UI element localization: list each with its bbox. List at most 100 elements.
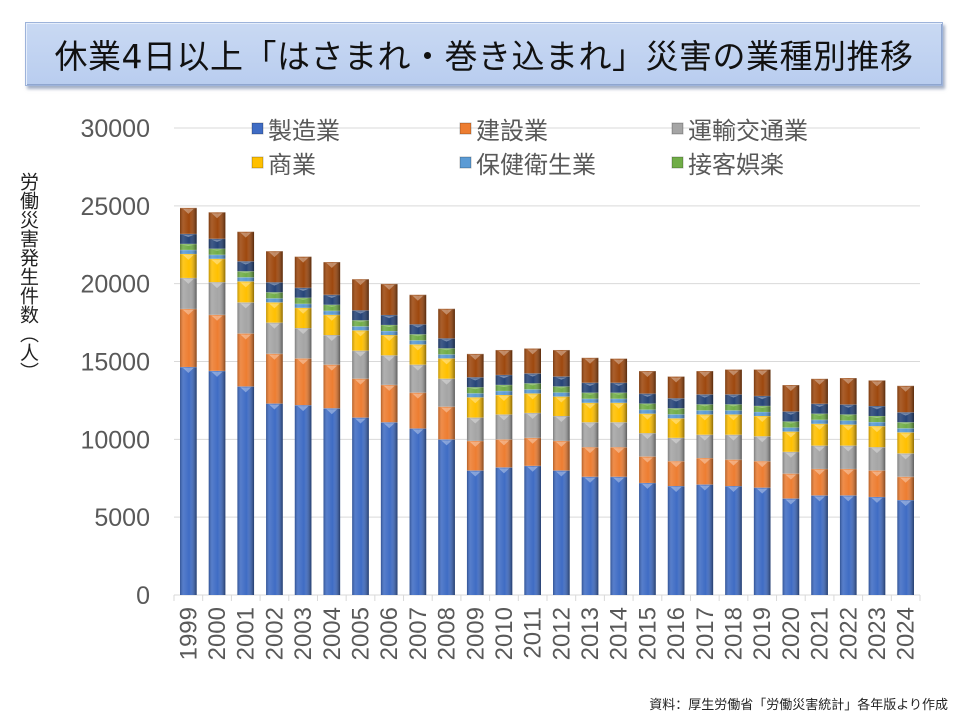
bar-segment <box>639 456 656 483</box>
bar-stack <box>380 283 398 595</box>
bar-segment <box>753 395 771 406</box>
bar-segment <box>180 308 197 367</box>
bar-bevel <box>670 409 682 411</box>
bar-segment <box>352 350 369 379</box>
bar-segment <box>409 428 427 595</box>
bar-bevel <box>613 448 625 454</box>
bar-segment-shading <box>696 410 714 415</box>
bar-segment <box>294 303 312 308</box>
legend-label: 保健衛生業 <box>476 152 596 179</box>
bar-segment-shading <box>782 411 800 422</box>
bar-segment-shading <box>897 412 914 423</box>
bar-segment <box>208 248 226 255</box>
bar-bevel <box>412 295 424 301</box>
bar-bevel <box>412 365 424 371</box>
bar-segment <box>725 394 742 405</box>
bar-segment <box>581 398 599 403</box>
bar-segment <box>696 484 714 595</box>
bar-segment <box>581 476 599 595</box>
bar-bevel <box>556 397 567 403</box>
bar-bevel <box>355 418 366 424</box>
bar-bevel <box>756 370 768 376</box>
bar-segment <box>581 392 599 399</box>
x-tick-label: 2010 <box>491 607 518 660</box>
bar-segment <box>495 384 513 391</box>
bar-segment-shading <box>180 277 197 309</box>
bar-segment-shading <box>610 382 628 393</box>
bar-segment-shading <box>811 445 828 469</box>
bar-segment <box>667 437 685 462</box>
bar-bevel <box>211 283 223 289</box>
bar-bevel <box>642 404 653 406</box>
bar-bevel <box>756 406 768 408</box>
bar-bevel <box>355 280 366 286</box>
x-tick-label: 2013 <box>577 607 604 660</box>
bar-segment <box>323 364 341 409</box>
bar-segment <box>237 271 255 278</box>
bar-segment-shading <box>524 348 541 374</box>
bar-segment-shading <box>897 453 914 477</box>
bar-bevel <box>441 349 452 351</box>
bar-segment <box>553 470 570 595</box>
bar-segment <box>696 434 714 459</box>
bar-segment <box>466 397 484 418</box>
legend-swatch <box>671 122 684 135</box>
bar-segment <box>237 231 255 262</box>
bar-bevel <box>469 354 481 360</box>
bar-segment <box>380 324 398 331</box>
bar-segment <box>466 417 484 441</box>
bar-bevel <box>728 487 739 493</box>
bar-bevel <box>814 424 825 430</box>
bar-segment-shading <box>725 394 742 405</box>
bar-segment <box>352 378 369 418</box>
bar-segment-shading <box>495 467 513 595</box>
bar-segment <box>667 398 685 409</box>
bar-bevel <box>814 469 825 475</box>
bar-segment-shading <box>409 392 427 429</box>
bar-bevel <box>498 385 510 387</box>
bar-segment-shading <box>352 417 369 595</box>
bar-segment <box>409 324 427 335</box>
bar-segment <box>782 473 800 499</box>
bar-segment <box>868 447 886 471</box>
bar-bevel <box>498 375 510 379</box>
bar-segment <box>553 396 570 416</box>
bar-segment-shading <box>725 486 742 595</box>
bar-segment-shading <box>266 251 283 283</box>
bar-segment-shading <box>811 495 828 595</box>
bar-bevel <box>527 394 538 400</box>
x-tick-label: 2020 <box>778 607 805 660</box>
bar-segment-shading <box>180 233 197 244</box>
bar-segment-shading <box>753 395 771 406</box>
bar-bevel <box>756 416 768 422</box>
bar-bevel <box>642 414 653 420</box>
bar-segment-shading <box>266 353 283 404</box>
source-note: 資料：厚生労働省「労働災害統計」各年版より作成 <box>649 698 948 713</box>
bar-bevel <box>814 414 825 416</box>
bar-bevel <box>412 393 424 399</box>
bar-segment-shading <box>897 422 914 429</box>
bar-segment-shading <box>753 487 771 595</box>
bar-stack <box>897 385 914 595</box>
bar-segment <box>897 412 914 423</box>
bar-segment-shading <box>409 364 427 393</box>
bar-segment <box>639 433 656 457</box>
bar-segment-shading <box>380 422 398 595</box>
bar-bevel <box>642 394 653 397</box>
bar-segment-shading <box>610 402 628 423</box>
bar-segment-shading <box>696 458 714 485</box>
bar-segment <box>897 476 914 501</box>
bar-bevel <box>699 405 711 407</box>
bar-segment-shading <box>323 262 341 295</box>
bar-segment <box>524 383 541 390</box>
bar-bevel <box>211 259 223 265</box>
bar-segment <box>409 334 427 341</box>
bar-segment-shading <box>352 378 369 418</box>
bar-segment-shading <box>323 304 341 311</box>
bar-segment <box>237 261 255 272</box>
bar-segment <box>352 326 369 331</box>
bar-segment <box>753 369 771 396</box>
x-tick-label: 2002 <box>261 607 288 660</box>
bar-segment-shading <box>610 422 628 448</box>
bar-bevel <box>527 466 538 472</box>
